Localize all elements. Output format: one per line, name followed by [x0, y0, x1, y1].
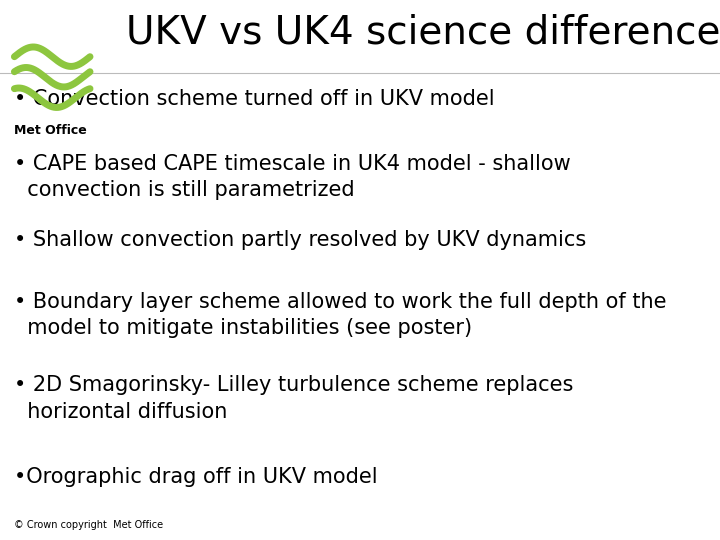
Text: • 2D Smagorinsky- Lilley turbulence scheme replaces
  horizontal diffusion: • 2D Smagorinsky- Lilley turbulence sche…	[14, 375, 574, 422]
Text: Met Office: Met Office	[14, 124, 87, 137]
Text: • Shallow convection partly resolved by UKV dynamics: • Shallow convection partly resolved by …	[14, 230, 587, 249]
Text: © Crown copyright  Met Office: © Crown copyright Met Office	[14, 520, 163, 530]
Text: • Boundary layer scheme allowed to work the full depth of the
  model to mitigat: • Boundary layer scheme allowed to work …	[14, 292, 667, 338]
Text: • CAPE based CAPE timescale in UK4 model - shallow
  convection is still paramet: • CAPE based CAPE timescale in UK4 model…	[14, 154, 571, 200]
Text: UKV vs UK4 science differences: UKV vs UK4 science differences	[126, 14, 720, 51]
Text: •Orographic drag off in UKV model: •Orographic drag off in UKV model	[14, 467, 378, 487]
Text: • Convection scheme turned off in UKV model: • Convection scheme turned off in UKV mo…	[14, 89, 495, 109]
